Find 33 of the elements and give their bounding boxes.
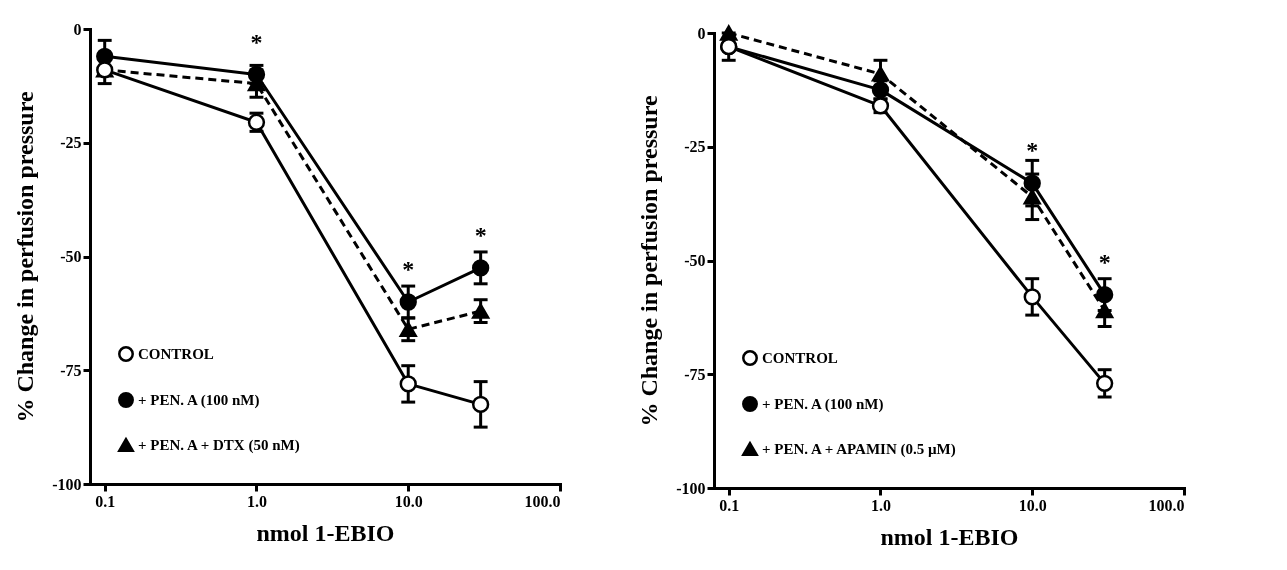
- annotation: *: [1098, 248, 1111, 275]
- x-axis-title: nmol 1-EBIO: [880, 523, 1019, 550]
- legend-label: + PEN. A + APAMIN (0.5 µM): [762, 441, 956, 458]
- y-tick-label: -100: [676, 479, 706, 497]
- annotation: *: [402, 256, 415, 282]
- y-tick-label: -50: [60, 248, 82, 265]
- x-tick-label: 0.1: [95, 492, 116, 510]
- x-axis-title: nmol 1-EBIO: [256, 519, 395, 546]
- x-tick-label: 10.0: [394, 492, 423, 510]
- legend-label: + PEN. A (100 nM): [138, 392, 260, 409]
- y-tick-label: -25: [684, 138, 706, 156]
- x-tick-label: 1.0: [246, 492, 267, 510]
- annotation: *: [474, 221, 487, 248]
- legend-label: + PEN. A + DTX (50 nM): [138, 437, 300, 454]
- x-tick-label: 10.0: [1018, 496, 1047, 514]
- y-axis-title: % Change in perfusion pressure: [12, 91, 39, 423]
- legend-label: + PEN. A (100 nM): [762, 396, 884, 413]
- y-tick-label: -75: [684, 365, 706, 383]
- legend-label: CONTROL: [762, 350, 838, 366]
- x-tick-label: 0.1: [719, 496, 740, 514]
- y-axis-title: % Change in perfusion pressure: [636, 95, 663, 427]
- x-tick-label: 100.0: [524, 492, 561, 510]
- x-tick-label: 100.0: [1148, 496, 1185, 514]
- legend-label: CONTROL: [138, 346, 214, 362]
- y-tick-label: -50: [684, 252, 706, 269]
- y-tick-label: 0: [73, 20, 82, 38]
- x-tick-label: 1.0: [870, 496, 891, 514]
- annotation: *: [1026, 137, 1039, 164]
- annotation: *: [250, 28, 263, 55]
- y-tick-label: 0: [697, 24, 706, 42]
- y-tick-label: -75: [60, 361, 82, 379]
- y-tick-label: -25: [60, 134, 82, 152]
- y-tick-label: -100: [52, 475, 82, 493]
